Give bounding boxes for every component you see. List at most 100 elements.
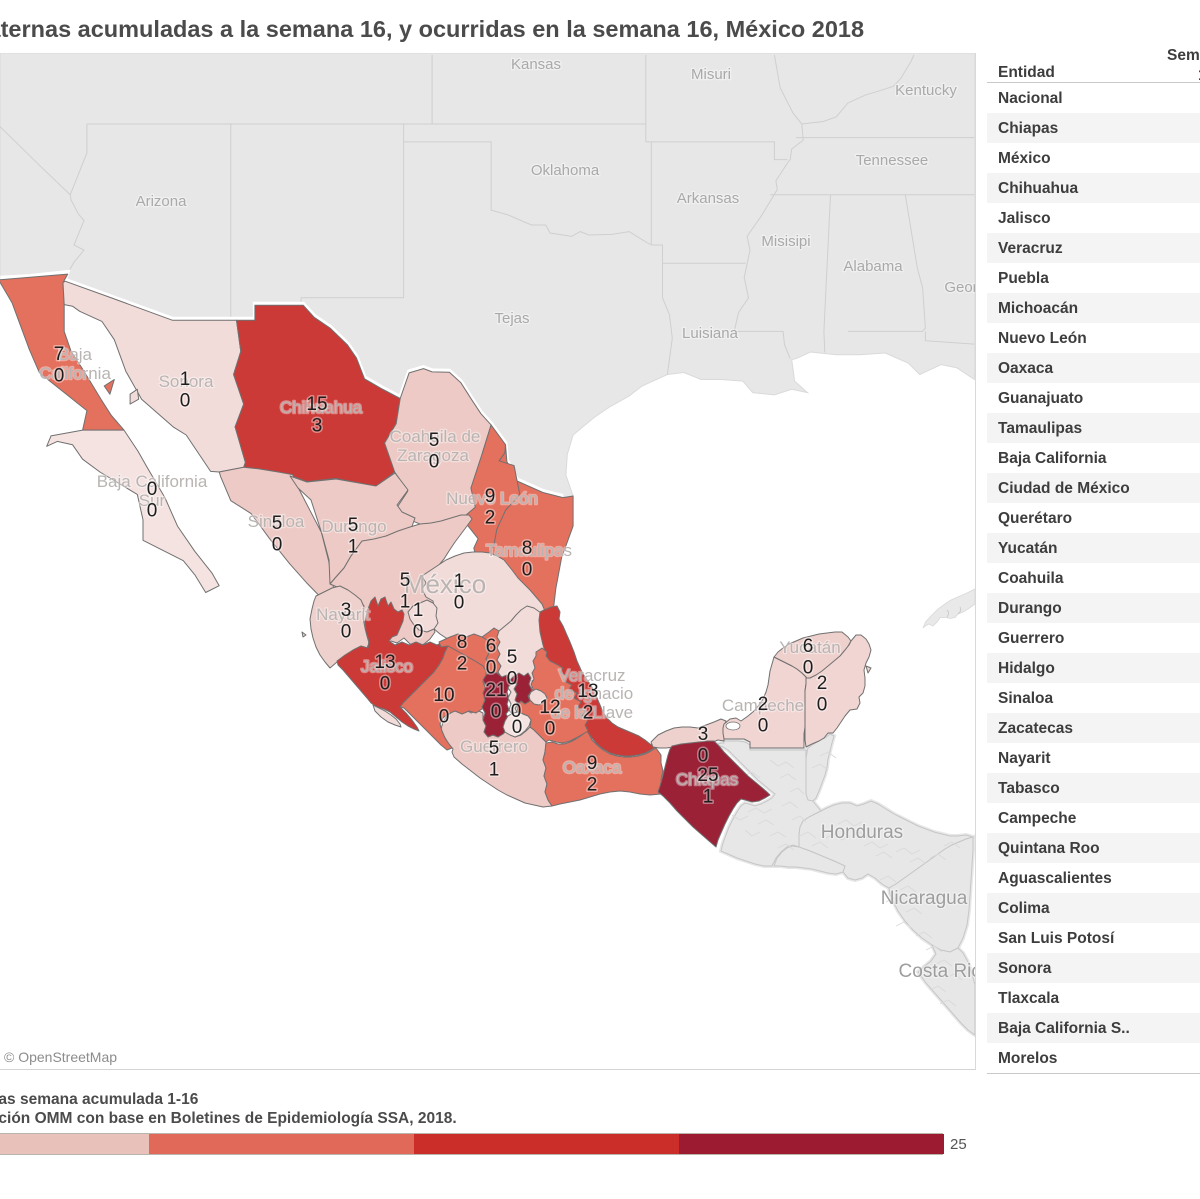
svg-text:5: 5 bbox=[489, 738, 500, 759]
svg-text:Baja: Baja bbox=[58, 345, 93, 364]
svg-text:Baja: Baja bbox=[58, 345, 93, 364]
svg-text:7: 7 bbox=[54, 344, 65, 365]
svg-text:Honduras: Honduras bbox=[821, 822, 903, 843]
svg-text:15: 15 bbox=[306, 394, 327, 415]
svg-text:Zaragoza: Zaragoza bbox=[397, 446, 469, 465]
svg-text:Sur: Sur bbox=[139, 491, 166, 510]
svg-text:Sinaloa: Sinaloa bbox=[248, 512, 305, 531]
svg-text:13: 13 bbox=[577, 681, 598, 702]
svg-text:12: 12 bbox=[539, 697, 560, 718]
svg-text:5: 5 bbox=[429, 430, 440, 451]
svg-text:Nuevo León: Nuevo León bbox=[446, 489, 538, 508]
svg-text:1: 1 bbox=[180, 369, 191, 390]
svg-text:9: 9 bbox=[485, 486, 496, 507]
svg-text:Chihuahua: Chihuahua bbox=[280, 398, 363, 417]
svg-text:California: California bbox=[39, 364, 111, 383]
svg-text:2: 2 bbox=[758, 694, 769, 715]
svg-text:0: 0 bbox=[486, 658, 497, 679]
svg-text:de Ignacio: de Ignacio bbox=[555, 684, 633, 703]
svg-text:13: 13 bbox=[577, 681, 598, 702]
svg-text:0: 0 bbox=[545, 719, 556, 740]
svg-text:2: 2 bbox=[587, 775, 598, 796]
svg-text:0: 0 bbox=[413, 622, 424, 643]
svg-text:Durango: Durango bbox=[321, 517, 386, 536]
svg-text:Campeche: Campeche bbox=[722, 696, 804, 715]
svg-text:3: 3 bbox=[698, 724, 709, 745]
svg-text:Kentucky: Kentucky bbox=[895, 82, 957, 99]
svg-text:2: 2 bbox=[485, 508, 496, 529]
svg-text:Misuri: Misuri bbox=[691, 66, 731, 83]
svg-text:1: 1 bbox=[400, 592, 411, 613]
svg-text:Arkansas: Arkansas bbox=[677, 190, 740, 207]
svg-text:de la Llave: de la Llave bbox=[551, 703, 633, 722]
svg-text:Chihuahua: Chihuahua bbox=[280, 398, 363, 417]
svg-text:9: 9 bbox=[587, 753, 598, 774]
svg-text:3: 3 bbox=[341, 600, 352, 621]
svg-text:0: 0 bbox=[454, 593, 465, 614]
svg-text:Misuri: Misuri bbox=[691, 66, 731, 83]
svg-text:5: 5 bbox=[400, 570, 411, 591]
svg-text:9: 9 bbox=[485, 486, 496, 507]
svg-text:2: 2 bbox=[817, 673, 828, 694]
svg-text:6: 6 bbox=[486, 636, 497, 657]
svg-text:5: 5 bbox=[272, 513, 283, 534]
svg-text:Alabama: Alabama bbox=[843, 258, 903, 275]
svg-text:0: 0 bbox=[491, 702, 502, 723]
svg-text:1: 1 bbox=[348, 537, 359, 558]
svg-text:0: 0 bbox=[147, 479, 158, 500]
svg-text:0: 0 bbox=[545, 719, 556, 740]
svg-text:México: México bbox=[404, 569, 486, 599]
svg-text:5: 5 bbox=[489, 738, 500, 759]
svg-text:Tamaulipas: Tamaulipas bbox=[486, 541, 572, 560]
svg-text:Georgia: Georgia bbox=[944, 279, 975, 296]
svg-text:13: 13 bbox=[374, 652, 395, 673]
svg-text:© OpenStreetMap: © OpenStreetMap bbox=[4, 1049, 117, 1065]
svg-text:0: 0 bbox=[180, 391, 191, 412]
svg-text:0: 0 bbox=[147, 479, 158, 500]
svg-text:Arizona: Arizona bbox=[136, 193, 188, 210]
svg-text:Tennessee: Tennessee bbox=[856, 152, 929, 169]
svg-text:0: 0 bbox=[439, 707, 450, 728]
svg-text:10: 10 bbox=[433, 685, 454, 706]
svg-text:Oklahoma: Oklahoma bbox=[531, 162, 600, 179]
svg-text:3: 3 bbox=[698, 724, 709, 745]
svg-text:Zaragoza: Zaragoza bbox=[397, 446, 469, 465]
svg-text:0: 0 bbox=[698, 746, 709, 767]
svg-text:1: 1 bbox=[703, 787, 714, 808]
svg-text:5: 5 bbox=[507, 647, 518, 668]
svg-text:Sonora: Sonora bbox=[159, 372, 214, 391]
svg-text:Guerrero: Guerrero bbox=[460, 737, 528, 756]
svg-text:0: 0 bbox=[803, 658, 814, 679]
svg-text:2: 2 bbox=[485, 508, 496, 529]
svg-text:0: 0 bbox=[272, 535, 283, 556]
svg-text:Nicaragua: Nicaragua bbox=[881, 888, 968, 909]
svg-text:0: 0 bbox=[147, 501, 158, 522]
svg-text:Alabama: Alabama bbox=[843, 258, 903, 275]
svg-text:0: 0 bbox=[758, 716, 769, 737]
svg-text:Oaxaca: Oaxaca bbox=[563, 758, 622, 777]
svg-text:1: 1 bbox=[489, 760, 500, 781]
svg-text:9: 9 bbox=[587, 753, 598, 774]
svg-text:8: 8 bbox=[522, 538, 533, 559]
svg-text:Campeche: Campeche bbox=[722, 696, 804, 715]
svg-text:1: 1 bbox=[413, 600, 424, 621]
svg-text:Nayarit: Nayarit bbox=[316, 605, 370, 624]
svg-text:0: 0 bbox=[54, 366, 65, 387]
svg-text:3: 3 bbox=[312, 416, 323, 437]
svg-text:0: 0 bbox=[511, 701, 522, 722]
svg-text:5: 5 bbox=[348, 515, 359, 536]
svg-text:de Ignacio: de Ignacio bbox=[555, 684, 633, 703]
svg-text:0: 0 bbox=[341, 622, 352, 643]
svg-text:1: 1 bbox=[413, 600, 424, 621]
svg-text:1: 1 bbox=[454, 571, 465, 592]
svg-text:0: 0 bbox=[817, 695, 828, 716]
svg-text:0: 0 bbox=[439, 707, 450, 728]
svg-text:Veracruz: Veracruz bbox=[558, 666, 625, 685]
svg-text:Veracruz: Veracruz bbox=[558, 666, 625, 685]
svg-text:3: 3 bbox=[341, 600, 352, 621]
svg-text:California: California bbox=[39, 364, 111, 383]
svg-text:5: 5 bbox=[348, 515, 359, 536]
svg-text:0: 0 bbox=[758, 716, 769, 737]
svg-text:Chiapas: Chiapas bbox=[676, 770, 738, 789]
svg-text:Misisipi: Misisipi bbox=[761, 233, 810, 250]
